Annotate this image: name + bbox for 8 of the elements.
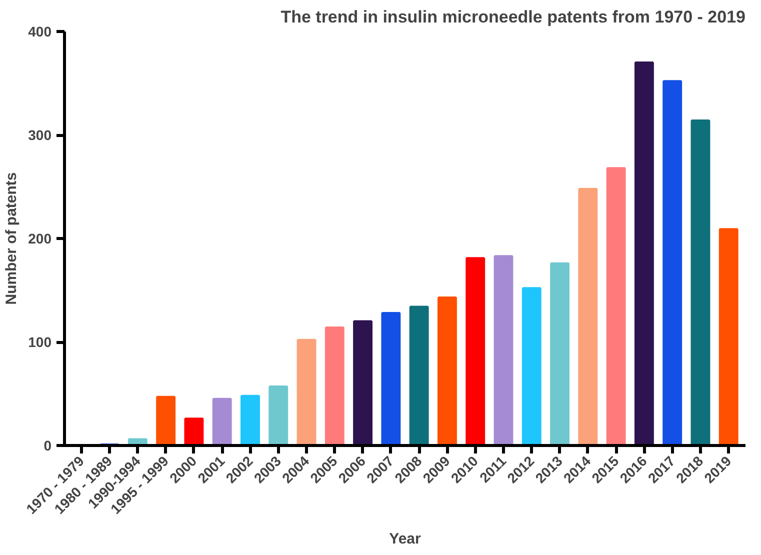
y-tick-label: 400 bbox=[28, 24, 52, 40]
chart-title: The trend in insulin microneedle patents from 1970 - 2019 bbox=[280, 8, 746, 26]
y-tick-label: 300 bbox=[28, 127, 52, 143]
x-axis-title: Year bbox=[389, 530, 422, 548]
y-tick-label: 0 bbox=[44, 438, 52, 454]
y-axis-title: Number of patents bbox=[3, 172, 20, 305]
y-tick-label: 100 bbox=[28, 334, 52, 350]
y-tick-label: 200 bbox=[28, 230, 52, 246]
